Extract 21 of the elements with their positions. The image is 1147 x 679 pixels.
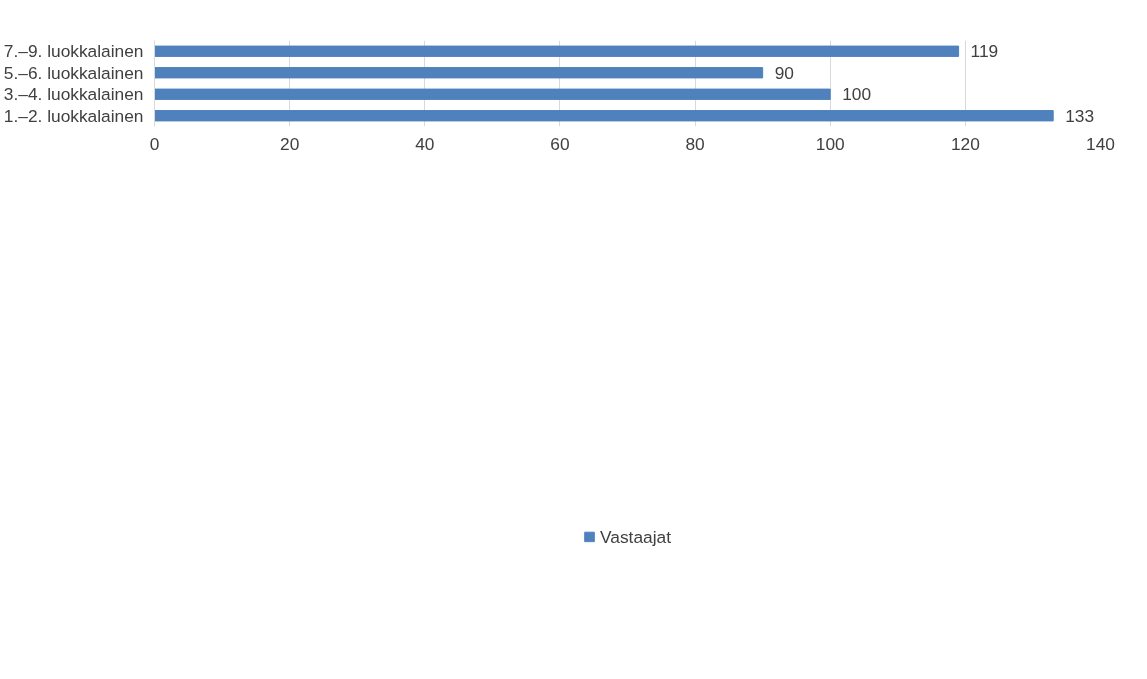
x-tick-label: 0 [149,133,160,154]
y-tick-label: 7.–9. luokkalainen [3,41,144,62]
data-label: 100 [842,84,872,105]
legend-label: Vastaajat [600,526,671,548]
bar [154,88,831,100]
x-tick-label: 80 [685,133,705,154]
x-tick-label: 140 [1086,133,1115,154]
x-tick-label: 20 [280,133,300,154]
data-label: 90 [774,62,794,83]
data-label: 119 [970,41,999,62]
bar [154,67,764,79]
y-tick-label: 5.–6. luokkalainen [3,62,144,83]
y-tick-label: 3.–4. luokkalainen [3,84,144,105]
x-tick-label: 120 [950,133,980,154]
x-tick-label: 60 [550,133,570,154]
bar [154,110,1054,122]
y-tick-label: 1.–2. luokkalainen [3,105,144,126]
data-label: 133 [1065,105,1095,126]
bar [154,45,960,57]
x-tick-label: 40 [415,133,435,154]
x-tick-label: 100 [815,133,845,154]
